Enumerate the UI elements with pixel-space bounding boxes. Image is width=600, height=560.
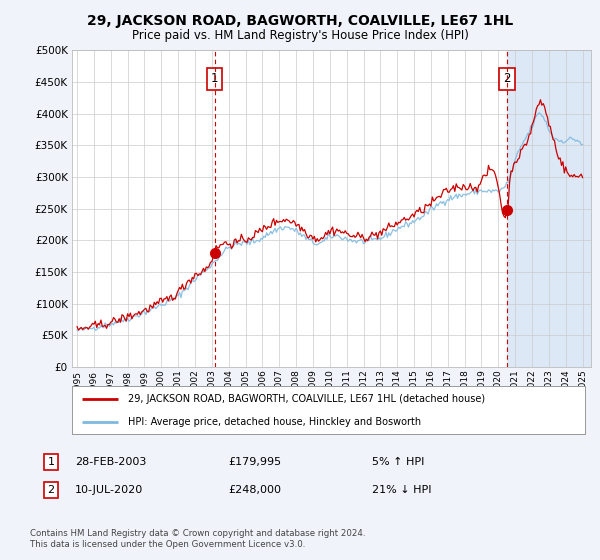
Text: 1: 1	[47, 457, 55, 467]
Bar	[507, 50, 591, 367]
Text: 21% ↓ HPI: 21% ↓ HPI	[372, 485, 431, 495]
Text: 29, JACKSON ROAD, BAGWORTH, COALVILLE, LE67 1HL: 29, JACKSON ROAD, BAGWORTH, COALVILLE, L…	[87, 14, 513, 28]
Text: HPI: Average price, detached house, Hinckley and Bosworth: HPI: Average price, detached house, Hinc…	[128, 417, 422, 427]
Text: Price paid vs. HM Land Registry's House Price Index (HPI): Price paid vs. HM Land Registry's House …	[131, 29, 469, 42]
Text: £179,995: £179,995	[228, 457, 281, 467]
Text: £248,000: £248,000	[228, 485, 281, 495]
Text: 29, JACKSON ROAD, BAGWORTH, COALVILLE, LE67 1HL (detached house): 29, JACKSON ROAD, BAGWORTH, COALVILLE, L…	[128, 394, 485, 404]
Text: 2: 2	[47, 485, 55, 495]
Text: 2: 2	[503, 72, 511, 85]
Text: 10-JUL-2020: 10-JUL-2020	[75, 485, 143, 495]
Text: 28-FEB-2003: 28-FEB-2003	[75, 457, 146, 467]
Text: Contains HM Land Registry data © Crown copyright and database right 2024.
This d: Contains HM Land Registry data © Crown c…	[30, 529, 365, 549]
Text: 5% ↑ HPI: 5% ↑ HPI	[372, 457, 424, 467]
Text: 1: 1	[211, 72, 218, 85]
